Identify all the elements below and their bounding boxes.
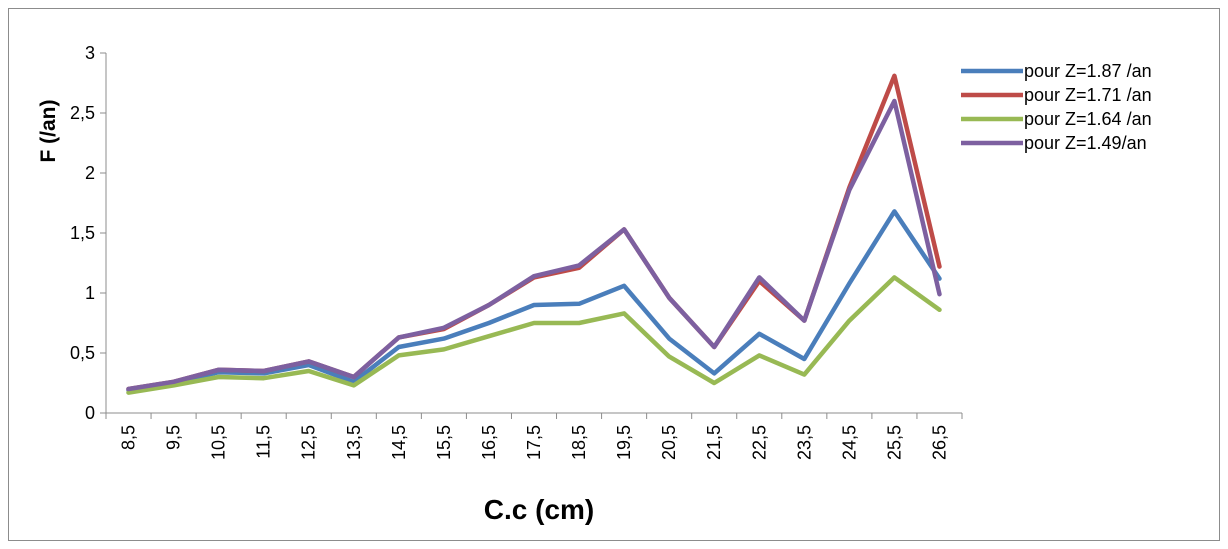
x-tick-label: 13,5 xyxy=(344,425,364,460)
y-tick-label: 2 xyxy=(85,163,95,183)
x-tick-label: 23,5 xyxy=(794,425,814,460)
line-chart: 00,511,522,538,5 9,5 10,5 11,5 12,5 13,5 14,5 1… xyxy=(37,43,1152,525)
x-tick-label: 26,5 xyxy=(929,425,949,460)
x-tick-label: 17,5 xyxy=(524,425,544,460)
x-tick-label: 22,5 xyxy=(749,425,769,460)
x-tick-label: 9,5 xyxy=(164,425,184,450)
x-tick-label: 14,5 xyxy=(389,425,409,460)
y-tick-label: 2,5 xyxy=(70,103,95,123)
y-axis-title: F (/an) xyxy=(37,100,60,163)
y-tick-label: 3 xyxy=(85,43,95,63)
x-tick-label: 8,5 xyxy=(119,425,139,450)
y-tick-label: 1,5 xyxy=(70,223,95,243)
x-tick-label: 20,5 xyxy=(659,425,679,460)
x-tick-label: 12,5 xyxy=(299,425,319,460)
x-tick-label: 19,5 xyxy=(614,425,634,460)
series-line-3 xyxy=(126,275,942,395)
x-tick-label: 10,5 xyxy=(209,425,229,460)
series-line-1 xyxy=(126,209,942,393)
axes: 00,511,522,538,5 9,5 10,5 11,5 12,5 13,5 14,5 1… xyxy=(70,43,963,460)
legend-label-4: pour Z=1.49/an xyxy=(1024,133,1147,153)
legend-label-2: pour Z=1.71 /an xyxy=(1024,85,1152,105)
series-line-4 xyxy=(126,98,942,392)
y-tick-label: 0 xyxy=(85,403,95,423)
chart-area: 0 0,5 1 1,5 2 2,5 3 8,5 9,5 10,5 11,5 12,5 13,5 14,5 1… xyxy=(8,8,1220,541)
series-line-2 xyxy=(126,73,942,392)
x-tick-label: 15,5 xyxy=(434,425,454,460)
legend-label-1: pour Z=1.87 /an xyxy=(1024,61,1152,81)
series-lines xyxy=(126,73,942,395)
y-tick-label: 0,5 xyxy=(70,343,95,363)
x-tick-label: 11,5 xyxy=(254,425,274,459)
legend: pour Z=1.87 /an pour Z=1.71 /an pour Z=1.6… xyxy=(961,61,1152,153)
x-tick-label: 25,5 xyxy=(884,425,904,460)
x-tick-label: 18,5 xyxy=(569,425,589,460)
y-tick-label: 1 xyxy=(85,283,95,303)
legend-label-3: pour Z=1.64 /an xyxy=(1024,109,1152,129)
x-tick-label: 21,5 xyxy=(704,425,724,460)
x-tick-label: 16,5 xyxy=(479,425,499,460)
x-axis-title: C.c (cm) xyxy=(484,494,594,525)
x-tick-label: 24,5 xyxy=(839,425,859,460)
